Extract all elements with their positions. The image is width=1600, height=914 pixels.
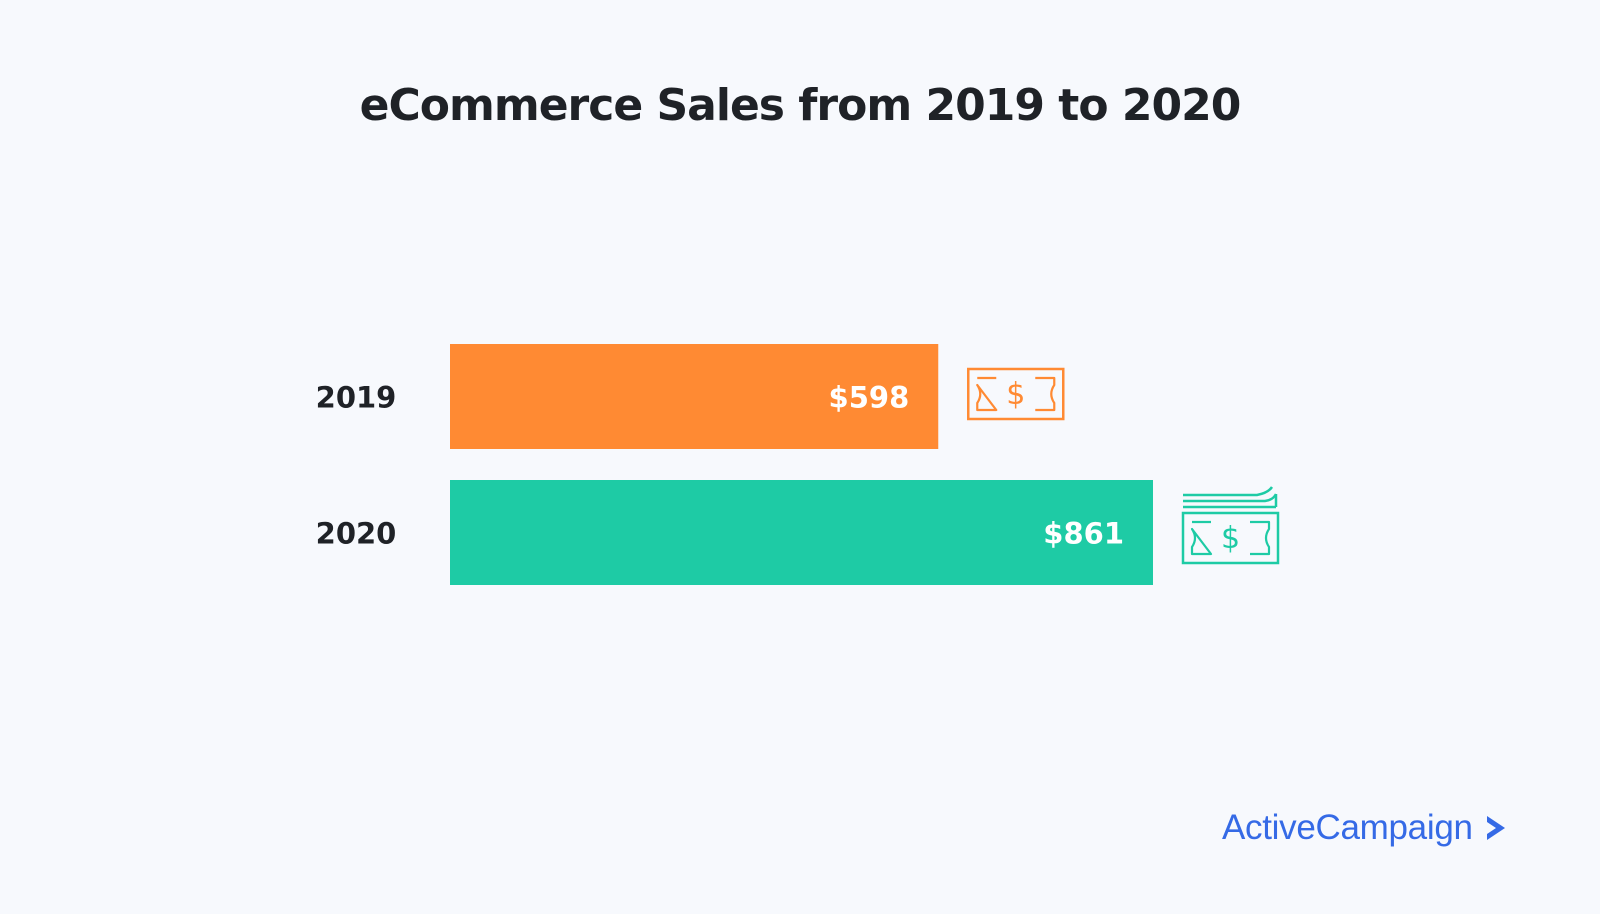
dollar-bill-icon: $: [967, 367, 1065, 421]
chart-title: eCommerce Sales from 2019 to 2020: [359, 80, 1242, 131]
value-label-2019: $598: [829, 381, 910, 415]
category-label-2019: 2019: [316, 381, 397, 415]
dollar-stack-icon: $: [1181, 486, 1280, 565]
activecampaign-logo: ActiveCampaign: [1222, 808, 1509, 848]
svg-text:$: $: [1221, 521, 1240, 556]
chevron-right-icon: [1486, 816, 1505, 840]
category-label-2020: 2020: [316, 517, 397, 551]
svg-text:$: $: [1006, 377, 1025, 412]
value-label-2020: $861: [1043, 517, 1124, 551]
bar-2020: [450, 480, 1153, 585]
bars-layer: 2019 $598 2020 $861: [316, 344, 1153, 585]
icons-layer: $$: [967, 367, 1280, 565]
bar-2019: [450, 344, 939, 449]
brand-name: ActiveCampaign: [1222, 808, 1473, 847]
